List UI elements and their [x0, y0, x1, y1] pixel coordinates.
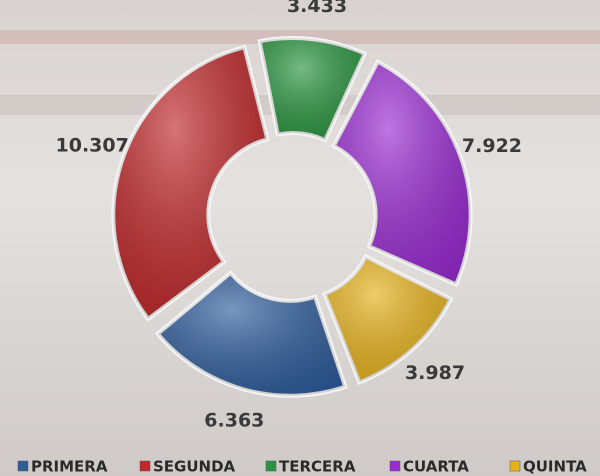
legend-swatch [509, 460, 521, 472]
value-label: 10.307 [56, 135, 129, 157]
segment-shine [324, 256, 451, 383]
value-label: 3.987 [405, 362, 465, 384]
legend-swatch [389, 460, 401, 472]
legend-label: CUARTA [403, 458, 469, 476]
legend-label: PRIMERA [31, 458, 108, 476]
legend-swatch [139, 460, 151, 472]
segment-shine [259, 38, 365, 141]
value-label: 6.363 [204, 410, 264, 432]
value-label: 3.433 [287, 0, 347, 17]
segment-shine [333, 61, 471, 285]
segment-shine [157, 272, 346, 396]
legend-label: TERCERA [279, 458, 356, 476]
legend-swatch [265, 460, 277, 472]
legend-label: SEGUNDA [153, 458, 236, 476]
value-label: 7.922 [462, 135, 522, 157]
legend-swatch [17, 460, 29, 472]
legend-label: QUINTA [523, 458, 587, 476]
segment-shine [113, 47, 268, 319]
